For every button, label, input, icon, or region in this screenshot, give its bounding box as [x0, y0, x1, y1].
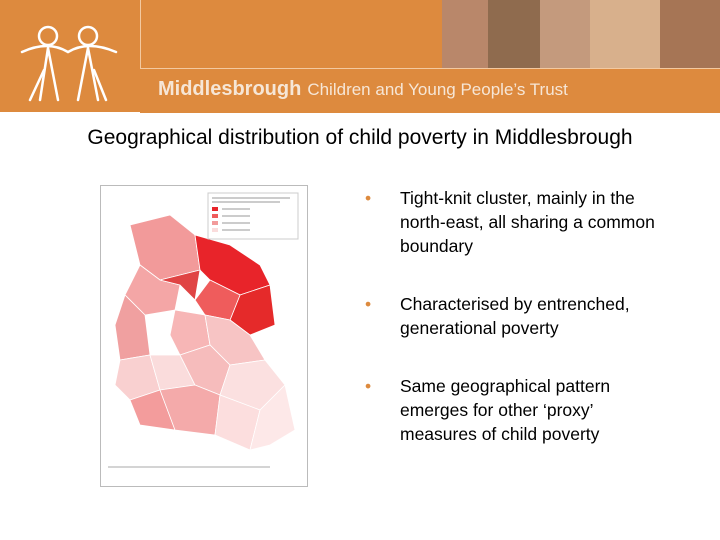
photo	[660, 0, 720, 68]
bullet: Tight-knit cluster, mainly in the north-…	[365, 186, 665, 258]
org-name: Middlesbrough Children and Young People’s…	[158, 78, 568, 101]
bullet: Same geographical pattern emerges for ot…	[365, 374, 665, 446]
org-subtitle: Children and Young People’s Trust	[307, 80, 568, 99]
photo	[590, 0, 660, 68]
photo	[540, 0, 590, 68]
poverty-map	[100, 185, 308, 487]
org-name-bold: Middlesbrough	[158, 78, 302, 100]
divider	[140, 0, 141, 68]
bullet-list: Tight-knit cluster, mainly in the north-…	[365, 186, 665, 480]
map-legend	[207, 192, 299, 240]
header-band	[140, 68, 720, 113]
header: Middlesbrough Children and Young People’s…	[0, 0, 720, 113]
logo	[20, 25, 118, 102]
photo	[488, 0, 540, 68]
bullet: Characterised by entrenched, generationa…	[365, 292, 665, 340]
slide-title: Geographical distribution of child pover…	[87, 126, 633, 149]
photo	[442, 0, 488, 68]
map-wards	[114, 214, 296, 451]
